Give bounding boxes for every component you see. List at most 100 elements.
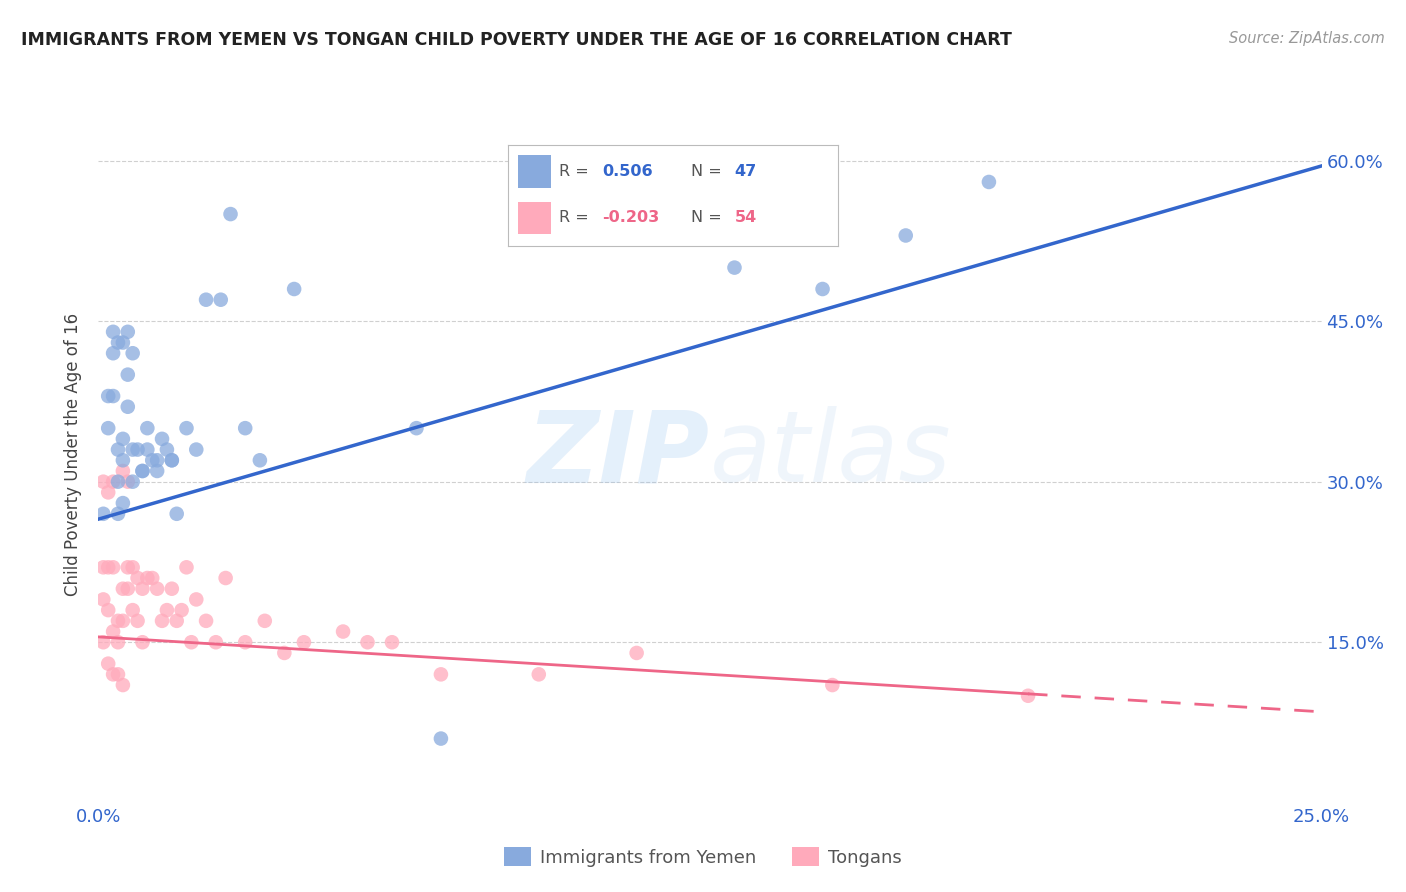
Point: [97, 603, 120, 617]
Point: [527, 667, 550, 681]
Point: [107, 614, 129, 628]
Point: [127, 442, 149, 457]
Point: [205, 635, 228, 649]
Point: [977, 175, 1000, 189]
Point: [111, 614, 134, 628]
Point: [160, 453, 183, 467]
Point: [101, 325, 124, 339]
Point: [101, 667, 124, 681]
Point: [146, 453, 169, 467]
Point: [101, 475, 124, 489]
Point: [166, 614, 188, 628]
Point: [141, 453, 163, 467]
Point: [405, 421, 427, 435]
Point: [156, 442, 179, 457]
Point: [219, 207, 242, 221]
Point: [91, 635, 114, 649]
Point: [91, 475, 114, 489]
Point: [117, 475, 139, 489]
Point: [150, 614, 173, 628]
Point: [101, 624, 124, 639]
Point: [117, 582, 139, 596]
Point: [117, 560, 139, 574]
Point: [121, 442, 143, 457]
Point: [233, 421, 256, 435]
Point: [97, 485, 120, 500]
Point: [97, 657, 120, 671]
Point: [121, 560, 143, 574]
Point: [160, 582, 183, 596]
Point: [131, 464, 153, 478]
Point: [381, 635, 404, 649]
Point: [121, 603, 143, 617]
Point: [111, 582, 134, 596]
Point: [214, 571, 236, 585]
Point: [111, 432, 134, 446]
Point: [111, 496, 134, 510]
Point: [127, 614, 149, 628]
Point: [253, 614, 276, 628]
Point: [195, 293, 218, 307]
Point: [209, 293, 232, 307]
Point: [626, 646, 648, 660]
Point: [811, 282, 834, 296]
Text: IMMIGRANTS FROM YEMEN VS TONGAN CHILD POVERTY UNDER THE AGE OF 16 CORRELATION CH: IMMIGRANTS FROM YEMEN VS TONGAN CHILD PO…: [21, 31, 1012, 49]
Point: [723, 260, 745, 275]
Point: [195, 614, 218, 628]
Legend: Immigrants from Yemen, Tongans: Immigrants from Yemen, Tongans: [496, 840, 910, 874]
Y-axis label: Child Poverty Under the Age of 16: Child Poverty Under the Age of 16: [65, 313, 83, 597]
Point: [97, 560, 120, 574]
Text: atlas: atlas: [710, 407, 952, 503]
Point: [249, 453, 271, 467]
Point: [292, 635, 315, 649]
Point: [127, 571, 149, 585]
Point: [430, 731, 453, 746]
Point: [136, 571, 159, 585]
Point: [101, 560, 124, 574]
Point: [146, 464, 169, 478]
Point: [136, 442, 159, 457]
Point: [131, 582, 153, 596]
Point: [273, 646, 295, 660]
Point: [131, 464, 153, 478]
Point: [117, 400, 139, 414]
Point: [107, 442, 129, 457]
Point: [150, 432, 173, 446]
Point: [283, 282, 305, 296]
Point: [101, 389, 124, 403]
Point: [97, 421, 120, 435]
Point: [1017, 689, 1039, 703]
Point: [91, 592, 114, 607]
Point: [894, 228, 917, 243]
Point: [107, 335, 129, 350]
Point: [111, 464, 134, 478]
Point: [146, 582, 169, 596]
Point: [332, 624, 354, 639]
Point: [91, 560, 114, 574]
Point: [821, 678, 844, 692]
Point: [160, 453, 183, 467]
Point: [121, 346, 143, 360]
Point: [117, 368, 139, 382]
Point: [107, 475, 129, 489]
Point: [233, 635, 256, 649]
Point: [117, 325, 139, 339]
Point: [101, 346, 124, 360]
Point: [166, 507, 188, 521]
Point: [180, 635, 202, 649]
Text: Source: ZipAtlas.com: Source: ZipAtlas.com: [1229, 31, 1385, 46]
Point: [186, 592, 208, 607]
Point: [107, 667, 129, 681]
Point: [111, 335, 134, 350]
Point: [176, 560, 198, 574]
Point: [136, 421, 159, 435]
Point: [186, 442, 208, 457]
Point: [170, 603, 193, 617]
Point: [176, 421, 198, 435]
Point: [111, 678, 134, 692]
Point: [107, 635, 129, 649]
Point: [141, 571, 163, 585]
Point: [356, 635, 378, 649]
Point: [430, 667, 453, 681]
Point: [111, 453, 134, 467]
